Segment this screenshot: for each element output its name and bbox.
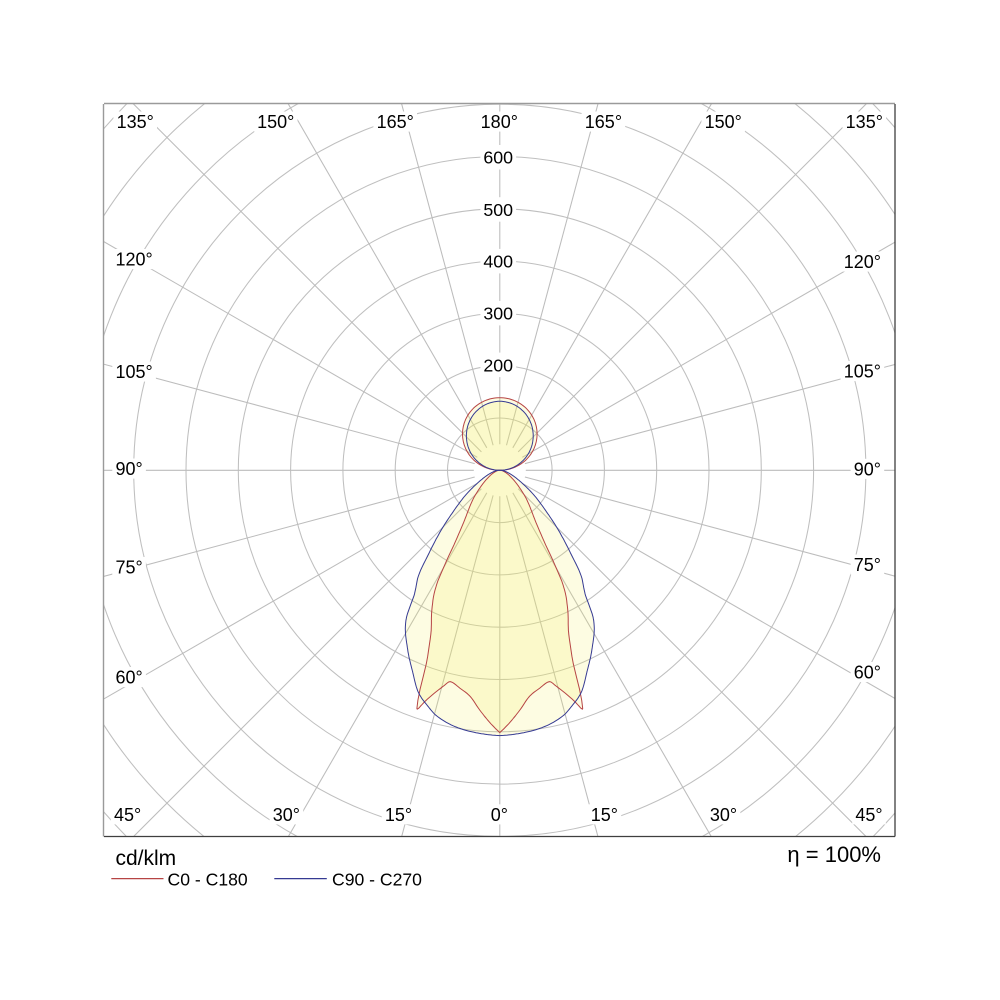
- svg-text:0°: 0°: [491, 805, 508, 825]
- svg-text:15°: 15°: [385, 805, 412, 825]
- svg-text:200: 200: [483, 355, 513, 375]
- svg-text:135°: 135°: [117, 112, 154, 132]
- svg-text:30°: 30°: [710, 805, 737, 825]
- svg-text:400: 400: [483, 252, 513, 272]
- svg-text:75°: 75°: [854, 555, 881, 575]
- svg-text:600: 600: [483, 148, 513, 168]
- svg-text:60°: 60°: [116, 668, 143, 688]
- svg-text:C90 - C270: C90 - C270: [332, 869, 422, 889]
- svg-text:105°: 105°: [116, 362, 153, 382]
- svg-text:105°: 105°: [844, 362, 881, 382]
- svg-text:120°: 120°: [116, 250, 153, 270]
- svg-text:180°: 180°: [481, 112, 518, 132]
- svg-text:90°: 90°: [116, 459, 143, 479]
- svg-text:165°: 165°: [585, 112, 622, 132]
- svg-text:300: 300: [483, 304, 513, 324]
- svg-text:cd/klm: cd/klm: [116, 847, 177, 870]
- svg-text:165°: 165°: [377, 112, 414, 132]
- svg-text:500: 500: [483, 200, 513, 220]
- svg-text:η = 100%: η = 100%: [787, 842, 881, 867]
- svg-text:120°: 120°: [844, 252, 881, 272]
- svg-text:45°: 45°: [114, 805, 141, 825]
- svg-text:75°: 75°: [116, 558, 143, 578]
- svg-text:30°: 30°: [273, 805, 300, 825]
- svg-text:C0 - C180: C0 - C180: [168, 869, 248, 889]
- svg-text:150°: 150°: [257, 112, 294, 132]
- svg-text:150°: 150°: [705, 112, 742, 132]
- svg-text:135°: 135°: [846, 112, 883, 132]
- svg-text:45°: 45°: [855, 805, 882, 825]
- svg-text:15°: 15°: [591, 805, 618, 825]
- svg-text:60°: 60°: [854, 663, 881, 683]
- svg-text:90°: 90°: [854, 459, 881, 479]
